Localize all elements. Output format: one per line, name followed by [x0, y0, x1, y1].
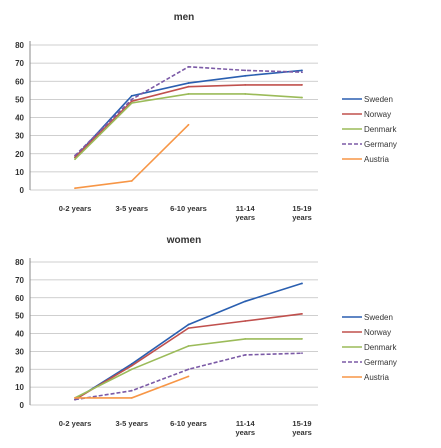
y-tick-label: 50 [15, 95, 24, 104]
x-tick-label: 15-19 years [292, 419, 312, 437]
legend-label: Norway [364, 328, 391, 337]
legend-label: Denmark [364, 343, 397, 352]
data-point-austria [130, 396, 133, 399]
y-tick-label: 70 [15, 276, 24, 285]
x-tick-label: 15-19 years [292, 204, 312, 222]
data-point-sweden [130, 94, 133, 97]
data-point-denmark [244, 337, 247, 340]
legend-label: Norway [364, 110, 391, 119]
y-tick-label: 80 [15, 258, 24, 267]
series-line-germany [74, 65, 303, 157]
data-point-germany [74, 398, 76, 401]
x-tick-label: 0-2 years [59, 204, 92, 213]
y-tick-label: 50 [15, 312, 24, 321]
x-tick-label: 11-14 years [235, 204, 255, 222]
series-line-sweden [74, 282, 303, 401]
data-point-sweden [187, 323, 190, 326]
data-point-austria [187, 375, 190, 378]
data-point-austria [74, 396, 76, 399]
data-point-norway [301, 83, 303, 86]
x-tick-label: 11-14 years [235, 419, 255, 437]
legend-label: Denmark [364, 125, 397, 134]
y-tick-label: 80 [15, 41, 24, 50]
y-tick-label: 40 [15, 114, 24, 123]
data-point-germany [244, 69, 247, 72]
x-tick-label: 3-5 years [115, 204, 148, 213]
data-point-norway [187, 327, 190, 330]
series-line-austria [74, 124, 190, 189]
y-tick-label: 60 [15, 294, 24, 303]
x-tick-label: 3-5 years [115, 419, 148, 428]
data-point-norway [244, 83, 247, 86]
data-point-germany [244, 354, 247, 356]
legend-label: Germany [364, 140, 397, 149]
data-point-denmark [130, 368, 133, 371]
data-point-germany [187, 368, 190, 371]
chart-panel-men: men 0 10 20 30 40 50 60 70 80 0-2 years 3-5 years 6-… [15, 12, 397, 222]
data-point-sweden [244, 300, 247, 303]
data-point-germany [130, 389, 133, 392]
y-tick-label: 0 [20, 186, 25, 195]
data-point-austria [187, 123, 190, 126]
legend-label: Sweden [364, 95, 393, 104]
data-point-denmark [244, 93, 247, 95]
data-point-norway [187, 85, 190, 88]
data-point-germany [130, 98, 133, 101]
data-point-sweden [187, 82, 190, 84]
series-line-denmark [74, 93, 303, 160]
data-point-sweden [244, 74, 247, 77]
data-point-germany [301, 352, 303, 355]
data-point-germany [187, 65, 190, 68]
data-point-norway [130, 364, 133, 367]
data-point-norway [301, 312, 303, 315]
y-tick-label: 0 [20, 401, 25, 410]
data-point-austria [130, 180, 133, 182]
y-tick-label: 20 [15, 150, 24, 159]
chart-panel-women: women 0 10 20 30 40 50 60 70 80 0-2 years 3-5 years… [15, 235, 397, 437]
legend-label: Austria [364, 155, 389, 164]
y-tick-label: 30 [15, 347, 24, 356]
data-point-germany [74, 154, 76, 157]
chart-title: women [166, 235, 201, 246]
x-tick-label: 6-10 years [170, 419, 207, 428]
data-point-germany [301, 71, 303, 74]
data-point-sweden [130, 362, 133, 365]
y-tick-label: 10 [15, 168, 24, 177]
y-tick-label: 10 [15, 383, 24, 392]
y-tick-label: 30 [15, 132, 24, 141]
chart-title: men [174, 12, 195, 23]
y-tick-label: 20 [15, 365, 24, 374]
y-tick-label: 40 [15, 330, 24, 339]
data-point-norway [244, 320, 247, 322]
data-point-denmark [74, 158, 76, 161]
data-point-sweden [301, 69, 303, 72]
data-point-denmark [130, 102, 133, 104]
data-point-austria [74, 187, 76, 190]
data-point-denmark [301, 337, 303, 340]
y-tick-label: 70 [15, 59, 24, 68]
y-tick-label: 60 [15, 77, 24, 86]
series-line-germany [74, 352, 303, 401]
data-point-denmark [187, 93, 190, 95]
legend-label: Austria [364, 373, 389, 382]
data-point-denmark [187, 345, 190, 347]
data-point-sweden [301, 282, 303, 285]
x-tick-label: 0-2 years [59, 419, 92, 428]
data-point-denmark [301, 96, 303, 99]
legend-label: Sweden [364, 313, 393, 322]
legend-label: Germany [364, 358, 397, 367]
x-tick-label: 6-10 years [170, 204, 207, 213]
